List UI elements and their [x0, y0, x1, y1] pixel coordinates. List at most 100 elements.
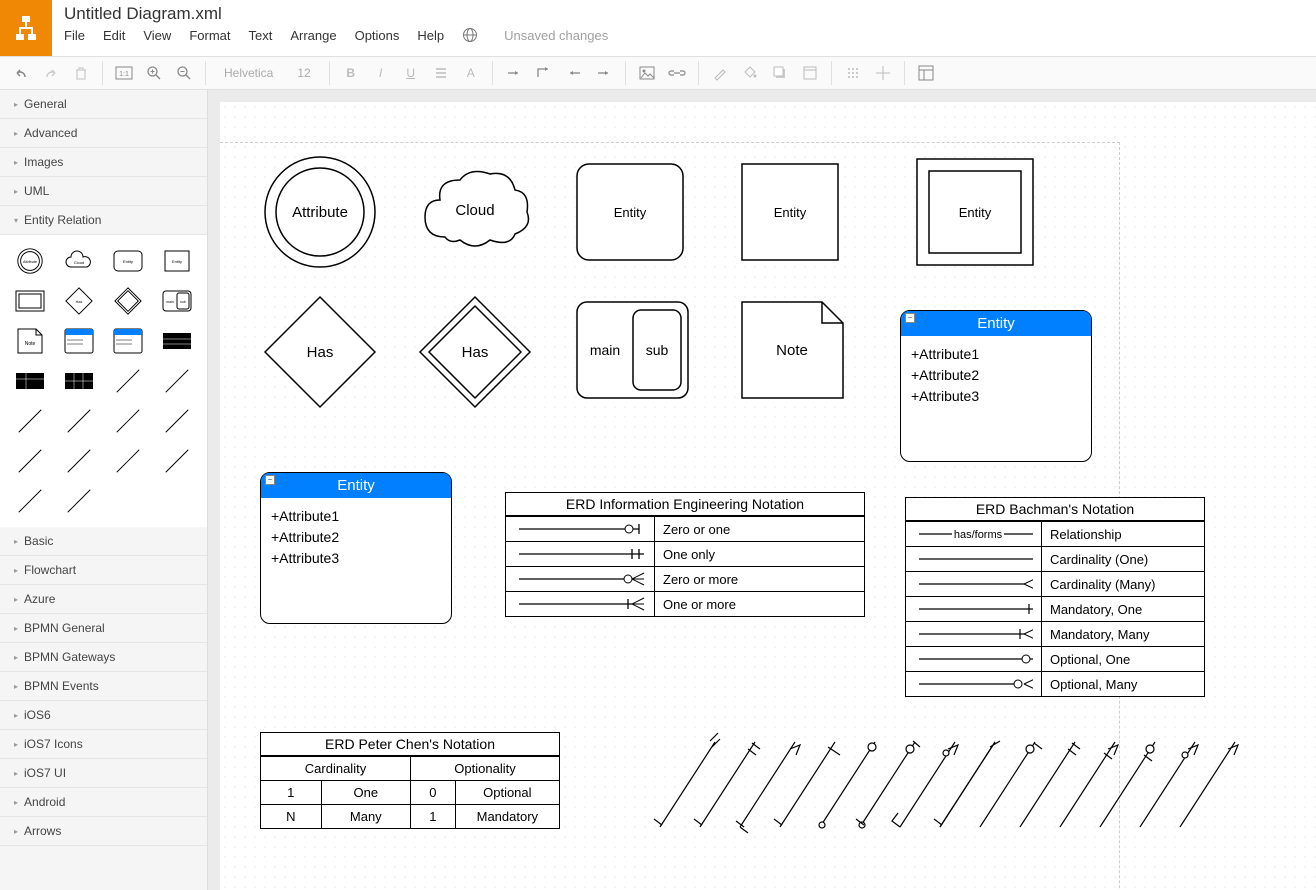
erd-chen-table[interactable]: ERD Peter Chen's Notation Cardinality Op… — [260, 732, 560, 829]
erd-ie-label: Zero or one — [654, 517, 864, 541]
grid-dots-button[interactable] — [840, 60, 866, 86]
menu-view[interactable]: View — [143, 28, 171, 43]
menu-format[interactable]: Format — [189, 28, 230, 43]
undo-button[interactable] — [8, 60, 34, 86]
sidebar-basic[interactable]: Basic — [0, 527, 207, 556]
thumb-entity-square[interactable]: Entity — [156, 243, 197, 279]
bold-button[interactable]: B — [338, 60, 364, 86]
shadow-button[interactable] — [767, 60, 793, 86]
sidebar-entity-relation[interactable]: Entity Relation — [0, 206, 207, 235]
thumb-main-sub[interactable]: mainsub — [156, 283, 197, 319]
italic-button[interactable]: I — [368, 60, 394, 86]
connector-straight-button[interactable] — [501, 60, 527, 86]
thumb-line-12[interactable] — [59, 483, 100, 519]
shape-note[interactable]: Note — [740, 300, 845, 400]
thumb-entity-table-blue2[interactable] — [108, 323, 149, 359]
thumb-entity-grid-dark[interactable] — [10, 363, 51, 399]
entity-collapse-icon[interactable]: − — [265, 475, 275, 485]
sidebar-bpmn-gateways[interactable]: BPMN Gateways — [0, 643, 207, 672]
shape-entity-table-2[interactable]: − Entity +Attribute1 +Attribute2 +Attrib… — [260, 472, 452, 624]
thumb-line-3[interactable] — [10, 403, 51, 439]
entity-collapse-icon[interactable]: − — [905, 313, 915, 323]
layout-button[interactable] — [913, 60, 939, 86]
shape-has-diamond-double[interactable]: Has — [415, 292, 535, 412]
zoom-in-button[interactable] — [141, 60, 167, 86]
app-logo[interactable] — [0, 0, 52, 56]
thumb-cloud[interactable]: Cloud — [59, 243, 100, 279]
thumb-line-6[interactable] — [156, 403, 197, 439]
actual-size-button[interactable]: 1:1 — [111, 60, 137, 86]
menu-text[interactable]: Text — [248, 28, 272, 43]
thumb-line-1[interactable] — [108, 363, 149, 399]
svg-text:Note: Note — [25, 341, 36, 347]
delete-button[interactable] — [68, 60, 94, 86]
sidebar-advanced[interactable]: Advanced — [0, 119, 207, 148]
grid-guides-button[interactable] — [870, 60, 896, 86]
thumb-line-10[interactable] — [156, 443, 197, 479]
menu-file[interactable]: File — [64, 28, 85, 43]
sidebar-uml[interactable]: UML — [0, 177, 207, 206]
container-button[interactable] — [797, 60, 823, 86]
shape-has-diamond[interactable]: Has — [260, 292, 380, 412]
shape-entity-rounded[interactable]: Entity — [575, 162, 685, 262]
thumb-entity-table-blue[interactable] — [59, 323, 100, 359]
menu-options[interactable]: Options — [355, 28, 400, 43]
shape-entity-table-1[interactable]: − Entity +Attribute1 +Attribute2 +Attrib… — [900, 310, 1092, 462]
sidebar-ios7-icons[interactable]: iOS7 Icons — [0, 730, 207, 759]
menu-help[interactable]: Help — [417, 28, 444, 43]
thumb-line-7[interactable] — [10, 443, 51, 479]
thumb-has-double[interactable] — [108, 283, 149, 319]
fill-color-button[interactable] — [737, 60, 763, 86]
arrow-right-button[interactable] — [591, 60, 617, 86]
sidebar-azure[interactable]: Azure — [0, 585, 207, 614]
thumb-line-4[interactable] — [59, 403, 100, 439]
sidebar-general[interactable]: General — [0, 90, 207, 119]
globe-icon[interactable] — [462, 27, 478, 43]
thumb-note[interactable]: Note — [10, 323, 51, 359]
thumb-entity-table-dark[interactable] — [156, 323, 197, 359]
underline-button[interactable]: U — [398, 60, 424, 86]
zoom-out-button[interactable] — [171, 60, 197, 86]
sidebar-bpmn-events[interactable]: BPMN Events — [0, 672, 207, 701]
erd-ie-table[interactable]: ERD Information Engineering Notation Zer… — [505, 492, 865, 617]
thumb-entity-grid-dark2[interactable] — [59, 363, 100, 399]
thumb-line-9[interactable] — [108, 443, 149, 479]
align-button[interactable] — [428, 60, 454, 86]
thumb-entity-double[interactable] — [10, 283, 51, 319]
arrow-left-button[interactable] — [561, 60, 587, 86]
sidebar-android[interactable]: Android — [0, 788, 207, 817]
thumb-attribute[interactable]: Attribute — [10, 243, 51, 279]
redo-button[interactable] — [38, 60, 64, 86]
link-button[interactable] — [664, 60, 690, 86]
chen-h1: Cardinality — [261, 756, 410, 780]
erd-bachman-table[interactable]: ERD Bachman's Notation has/forms Relatio… — [905, 497, 1205, 697]
sidebar-images[interactable]: Images — [0, 148, 207, 177]
menu-arrange[interactable]: Arrange — [290, 28, 336, 43]
thumb-has[interactable]: Has — [59, 283, 100, 319]
font-color-button[interactable]: A — [458, 60, 484, 86]
thumb-entity-rounded[interactable]: Entity — [108, 243, 149, 279]
shape-cloud[interactable]: Cloud — [415, 162, 535, 257]
thumb-line-2[interactable] — [156, 363, 197, 399]
font-family-display[interactable]: Helvetica — [214, 66, 283, 80]
connector-elbow-button[interactable] — [531, 60, 557, 86]
image-button[interactable] — [634, 60, 660, 86]
connector-lines[interactable] — [640, 727, 1316, 867]
sidebar-flowchart[interactable]: Flowchart — [0, 556, 207, 585]
thumb-line-5[interactable] — [108, 403, 149, 439]
sidebar-bpmn-general[interactable]: BPMN General — [0, 614, 207, 643]
font-size-display[interactable]: 12 — [287, 66, 320, 80]
document-title[interactable]: Untitled Diagram.xml — [64, 4, 1316, 27]
shape-main-sub[interactable]: mainsub — [575, 300, 690, 400]
stroke-color-button[interactable] — [707, 60, 733, 86]
canvas[interactable]: Attribute Cloud Entity Entity Entity Has… — [220, 102, 1316, 890]
thumb-line-8[interactable] — [59, 443, 100, 479]
shape-entity-square[interactable]: Entity — [740, 162, 840, 262]
shape-attribute[interactable]: Attribute — [260, 152, 380, 272]
sidebar-arrows[interactable]: Arrows — [0, 817, 207, 846]
sidebar-ios6[interactable]: iOS6 — [0, 701, 207, 730]
thumb-line-11[interactable] — [10, 483, 51, 519]
menu-edit[interactable]: Edit — [103, 28, 125, 43]
shape-entity-double[interactable]: Entity — [915, 157, 1035, 267]
sidebar-ios7-ui[interactable]: iOS7 UI — [0, 759, 207, 788]
